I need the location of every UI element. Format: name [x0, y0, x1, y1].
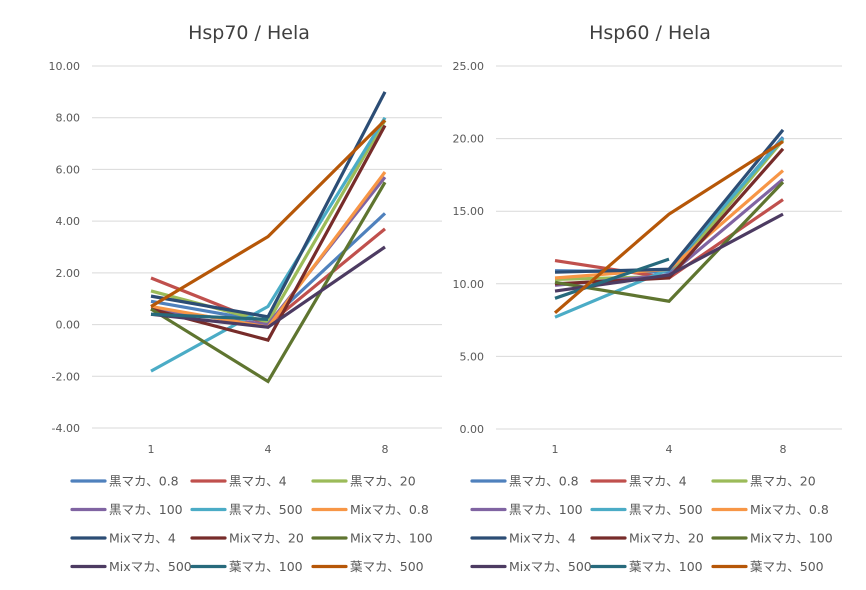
legend-item: Mixマカ、0.8	[311, 502, 429, 517]
legend-item: 黒マカ、500	[190, 502, 303, 517]
y-tick-label: 6.00	[56, 163, 81, 176]
legend-label: 黒マカ、20	[750, 474, 816, 489]
legend-label: 黒マカ、500	[629, 502, 703, 517]
series-line	[150, 116, 387, 373]
x-tick-label: 8	[382, 443, 389, 456]
chart-2: Hsp60 / Hela 0.00 5.00 10.00 15.00 20.00 25.00…	[453, 22, 842, 574]
legend-item: 黒マカ、500	[590, 502, 703, 517]
series-line	[150, 119, 387, 324]
legend-item: 黒マカ、20	[711, 474, 816, 489]
legend: 黒マカ、0.8 黒マカ、4 黒マカ、20 黒マカ、100 黒マカ、500 Mixマカ、0.…	[470, 474, 833, 574]
y-tick-label: -2.00	[52, 370, 80, 383]
legend-label: Mixマカ、500	[109, 559, 192, 574]
legend-label: Mixマカ、20	[629, 531, 704, 546]
x-tick-label: 1	[552, 443, 559, 456]
series-line	[554, 181, 785, 303]
legend-item: Mixマカ、0.8	[711, 502, 829, 517]
legend-label: 黒マカ、500	[229, 502, 303, 517]
y-tick-label: 10.00	[49, 60, 81, 73]
legend-item: Mixマカ、20	[190, 531, 304, 546]
series-line	[150, 91, 387, 319]
y-tick-label: 4.00	[56, 215, 81, 228]
y-tick-label: 0.00	[460, 423, 485, 436]
series-line	[150, 181, 387, 384]
y-tick-label: 2.00	[56, 267, 81, 280]
y-tick-label: 20.00	[453, 133, 485, 146]
legend-item: 黒マカ、20	[311, 474, 416, 489]
legend-label: Mixマカ、0.8	[350, 502, 429, 517]
legend-label: 黒マカ、4	[629, 474, 687, 489]
legend-label: 葉マカ、500	[750, 559, 824, 574]
legend-label: Mixマカ、4	[509, 531, 576, 546]
legend-label: 葉マカ、100	[229, 559, 303, 574]
y-tick-label: 15.00	[453, 205, 485, 218]
y-tick-label: -4.00	[52, 422, 80, 435]
legend-item: 葉マカ、100	[590, 559, 703, 574]
legend-item: Mixマカ、100	[711, 531, 833, 546]
legend-label: 黒マカ、20	[350, 474, 416, 489]
legend-label: Mixマカ、100	[750, 531, 833, 546]
legend-item: 黒マカ、0.8	[470, 474, 579, 489]
legend-item: 黒マカ、0.8	[70, 474, 179, 489]
y-tick-label: 5.00	[460, 350, 485, 363]
legend-item: Mixマカ、500	[70, 559, 192, 574]
legend-label: 黒マカ、0.8	[509, 474, 579, 489]
series-line	[150, 119, 387, 308]
legend-item: 葉マカ、500	[711, 559, 824, 574]
x-tick-label: 1	[148, 443, 155, 456]
legend-label: Mixマカ、4	[109, 531, 176, 546]
legend-item: 葉マカ、500	[311, 559, 424, 574]
legend-label: 葉マカ、500	[350, 559, 424, 574]
y-tick-label: 10.00	[453, 278, 485, 291]
x-tick-label: 4	[666, 443, 673, 456]
legend: 黒マカ、0.8 黒マカ、4 黒マカ、20 黒マカ、100 黒マカ、500 Mixマカ、0.…	[70, 474, 433, 574]
y-tick-label: 25.00	[453, 60, 485, 73]
legend-item: Mixマカ、500	[470, 559, 592, 574]
legend-label: 黒マカ、100	[509, 502, 583, 517]
series-line	[554, 137, 785, 319]
chart-1: Hsp70 / Hela -4.00 -2.00 0.00 2.00 4.00 6.00 8.…	[49, 22, 442, 574]
legend-item: 葉マカ、100	[190, 559, 303, 574]
legend-label: Mixマカ、0.8	[750, 502, 829, 517]
series-line	[554, 136, 785, 274]
legend-label: 葉マカ、100	[629, 559, 703, 574]
legend-item: Mixマカ、4	[70, 531, 176, 546]
legend-item: 黒マカ、4	[190, 474, 287, 489]
series-line	[150, 312, 269, 321]
legend-label: Mixマカ、500	[509, 559, 592, 574]
y-tick-label: 8.00	[56, 112, 81, 125]
legend-label: Mixマカ、100	[350, 531, 433, 546]
legend-item: Mixマカ、20	[590, 531, 704, 546]
legend-label: 黒マカ、0.8	[109, 474, 179, 489]
legend-label: Mixマカ、20	[229, 531, 304, 546]
x-tick-label: 8	[780, 443, 787, 456]
legend-item: 黒マカ、4	[590, 474, 687, 489]
series-line	[554, 257, 670, 300]
legend-item: Mixマカ、100	[311, 531, 433, 546]
y-tick-label: 0.00	[56, 319, 81, 332]
chart-title: Hsp60 / Hela	[589, 22, 711, 44]
chart-title: Hsp70 / Hela	[188, 22, 310, 44]
series-line	[150, 245, 386, 329]
series-line	[554, 128, 785, 274]
legend-item: 黒マカ、100	[70, 502, 183, 517]
legend-item: Mixマカ、4	[470, 531, 576, 546]
legend-label: 黒マカ、100	[109, 502, 183, 517]
series-line	[553, 140, 784, 315]
legend-item: 黒マカ、100	[470, 502, 583, 517]
x-tick-label: 4	[265, 443, 272, 456]
legend-label: 黒マカ、4	[229, 474, 287, 489]
